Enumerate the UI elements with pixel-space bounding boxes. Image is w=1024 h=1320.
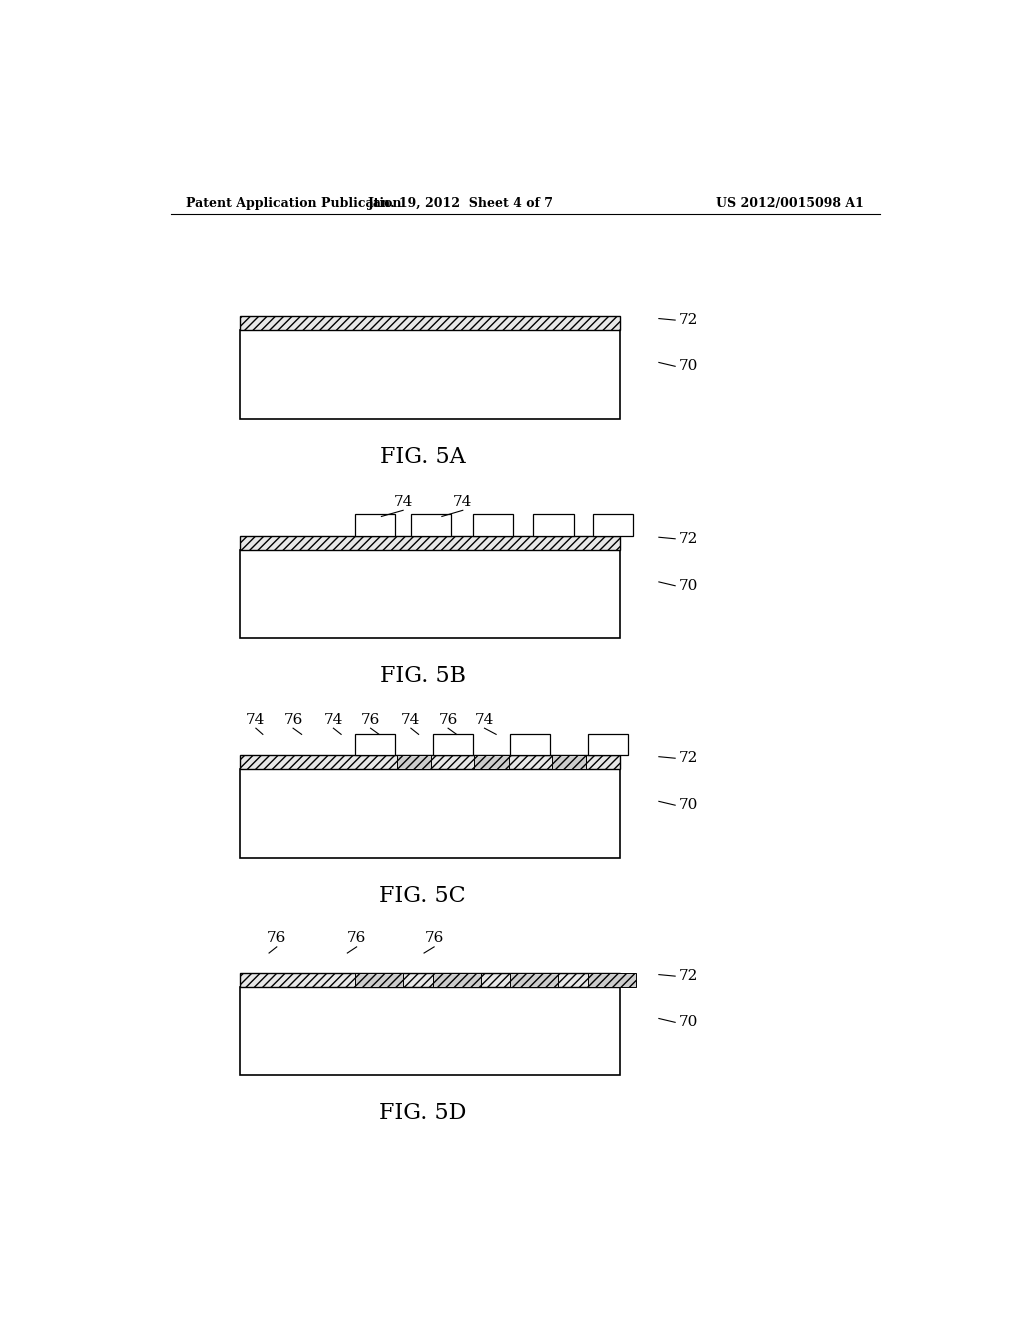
Text: 76: 76 [438,713,458,726]
Bar [241,549,621,638]
Bar [510,734,550,755]
Text: 74: 74 [393,495,413,508]
Text: 74: 74 [453,495,472,508]
Text: 74: 74 [475,713,495,726]
Bar [432,973,480,987]
Bar [241,317,621,330]
Bar [241,330,621,418]
Text: 70: 70 [678,799,697,812]
Bar [355,515,395,536]
Text: 70: 70 [678,578,697,593]
Bar [241,973,621,987]
Text: 70: 70 [678,1015,697,1030]
Bar [411,515,452,536]
Bar [552,755,586,770]
Text: FIG. 5A: FIG. 5A [380,446,465,467]
Text: 74: 74 [246,713,265,726]
Text: 76: 76 [284,713,303,726]
Bar [241,987,621,1076]
Bar [588,973,636,987]
Bar [241,755,621,770]
Text: 76: 76 [347,932,367,945]
Text: FIG. 5B: FIG. 5B [380,665,466,686]
Bar [474,755,509,770]
Bar [355,973,403,987]
Bar [241,770,621,858]
Text: 72: 72 [678,313,697,327]
Text: Patent Application Publication: Patent Application Publication [186,197,401,210]
Text: 76: 76 [360,713,380,726]
Bar [593,515,633,536]
Text: 72: 72 [678,751,697,766]
Bar [510,973,558,987]
Bar [432,734,473,755]
Text: US 2012/0015098 A1: US 2012/0015098 A1 [717,197,864,210]
Bar [588,734,628,755]
Text: 76: 76 [424,932,443,945]
Text: 74: 74 [401,713,421,726]
Bar [397,755,431,770]
Text: 74: 74 [324,713,343,726]
Bar [473,515,513,536]
Bar [534,515,573,536]
Text: 72: 72 [678,969,697,983]
Bar [355,734,395,755]
Text: 70: 70 [678,359,697,374]
Text: Jan. 19, 2012  Sheet 4 of 7: Jan. 19, 2012 Sheet 4 of 7 [369,197,554,210]
Bar [241,536,621,549]
Text: 76: 76 [267,932,287,945]
Text: FIG. 5D: FIG. 5D [379,1102,466,1125]
Text: FIG. 5C: FIG. 5C [379,884,466,907]
Text: 72: 72 [678,532,697,545]
